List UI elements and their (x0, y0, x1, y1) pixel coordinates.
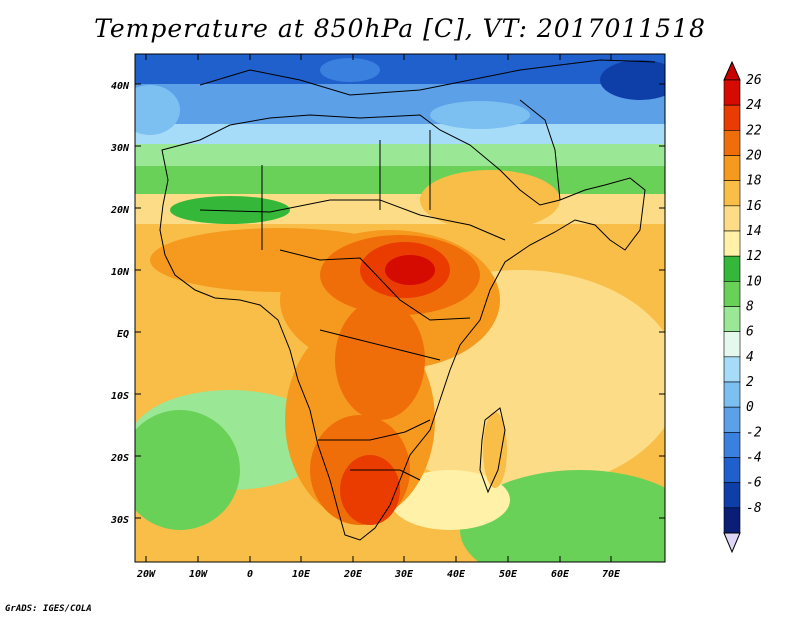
colorbar-swatch (723, 482, 741, 509)
lat-label: 20S (110, 453, 129, 464)
colorbar-label: 24 (746, 98, 762, 113)
temperature-field (135, 54, 665, 562)
colorbar-swatch (723, 130, 741, 156)
colorbar-label: 4 (746, 350, 754, 365)
colorbar-swatch (723, 457, 741, 483)
colorbar-label: -4 (746, 451, 762, 466)
colorbar-label: 20 (746, 149, 762, 164)
lat-label: 30N (110, 143, 130, 154)
lat-label: 40N (111, 81, 130, 92)
colorbar-label: 22 (746, 123, 762, 138)
lat-label: 10N (111, 267, 130, 278)
colorbar-label: -2 (746, 425, 762, 440)
map-frame (134, 53, 666, 563)
lon-label: 0 (247, 569, 253, 580)
colorbar-label: 0 (746, 400, 754, 415)
colorbar-swatch (723, 180, 741, 207)
lon-label: 60E (551, 569, 570, 580)
axis-ticks (135, 54, 665, 562)
colorbar-swatch (723, 104, 741, 131)
colorbar-swatch (723, 255, 741, 282)
colorbar-swatch (723, 155, 741, 181)
colorbar-bottom-arrow (723, 532, 741, 554)
colorbar-label: 10 (746, 274, 762, 289)
colorbar-swatch (723, 230, 741, 257)
colorbar-swatch (723, 507, 741, 534)
colorbar-label: 26 (746, 73, 762, 88)
lat-label: 20N (110, 205, 130, 216)
longitude-labels: 20W 10W 0 10E 20E 30E 40E 50E 60E 70E (136, 569, 621, 580)
colorbar-swatch (723, 432, 741, 458)
lon-label: 10E (292, 569, 311, 580)
lon-label: 40E (447, 569, 466, 580)
colorbar-label: 6 (746, 325, 754, 340)
lat-label: 10S (111, 391, 129, 402)
lat-label: EQ (117, 329, 129, 340)
lon-label: 20W (136, 569, 156, 580)
colorbar-label: 8 (746, 300, 754, 315)
colorbar-swatch (723, 381, 741, 408)
colorbar-swatch (723, 406, 741, 433)
grads-credit: GrADS: IGES/COLA (5, 604, 92, 614)
lon-label: 10W (189, 569, 208, 580)
colorbar-label: 12 (746, 249, 762, 264)
colorbar-label: -6 (746, 476, 762, 491)
colorbar-swatch (723, 306, 741, 332)
colorbar-swatch (723, 331, 741, 358)
colorbar-top-arrow (723, 60, 741, 81)
colorbar-swatch (723, 281, 741, 307)
latitude-labels: 40N 30N 20N 10N EQ 10S 20S 30S (110, 81, 130, 526)
lon-label: 50E (499, 569, 518, 580)
colorbar-label: 16 (746, 199, 762, 214)
lon-label: 20E (343, 569, 363, 580)
colorbar-swatch (723, 79, 741, 106)
colorbar-swatch (723, 205, 741, 232)
lat-label: 30S (110, 515, 129, 526)
colorbar-label: 2 (746, 375, 754, 390)
coastlines (159, 59, 656, 541)
colorbar-label: 18 (746, 174, 762, 189)
lon-label: 70E (602, 569, 621, 580)
lon-label: 30E (394, 569, 414, 580)
chart-title: Temperature at 850hPa [C], VT: 201701151… (94, 14, 706, 43)
colorbar-label: -8 (746, 501, 762, 516)
colorbar-label: 14 (746, 224, 762, 239)
colorbar-swatch (723, 356, 741, 383)
